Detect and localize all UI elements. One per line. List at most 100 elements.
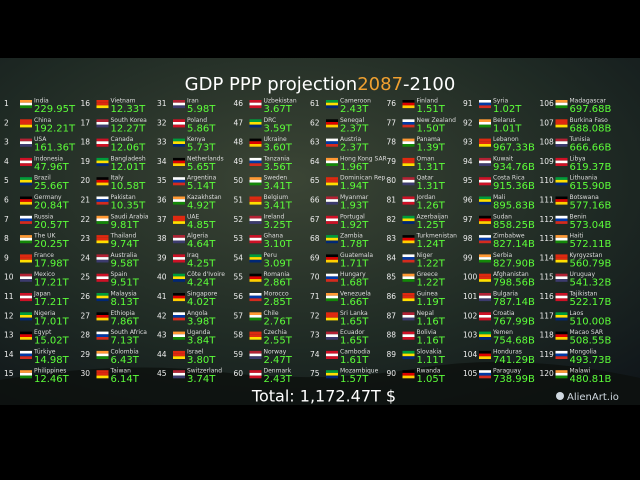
title: GDP PPP projection2087-2100 <box>185 74 456 95</box>
flag <box>173 353 185 357</box>
flag <box>555 163 568 166</box>
flag <box>402 157 415 161</box>
gdp-value: 20.57T <box>34 220 70 231</box>
gdp-value: 858.25B <box>493 220 535 231</box>
flag <box>479 124 491 128</box>
flag <box>402 100 415 103</box>
rank: 104 <box>463 350 478 359</box>
country-name: Finland <box>417 98 439 105</box>
rank: 119 <box>540 350 555 359</box>
gdp-value: 3.10T <box>264 239 293 250</box>
flag <box>20 179 32 183</box>
flag <box>402 356 415 359</box>
flag <box>96 119 109 122</box>
rank: 93 <box>463 138 473 147</box>
rank: 20 <box>81 176 91 185</box>
flag <box>249 295 262 299</box>
flag <box>555 312 568 315</box>
flag <box>555 100 568 103</box>
gdp-value: 17.21T <box>34 297 70 308</box>
gdp-value: 767.99B <box>493 316 535 327</box>
gdp-value: 2.85T <box>264 297 293 308</box>
flag <box>173 122 185 125</box>
flag <box>249 293 262 296</box>
flag <box>173 141 185 144</box>
flag <box>173 218 185 222</box>
country-name: Syria <box>493 98 508 105</box>
flag <box>479 218 491 222</box>
rank: 25 <box>81 273 91 282</box>
gdp-value: 4.24T <box>187 278 216 289</box>
flag <box>20 312 32 315</box>
flag <box>20 334 32 337</box>
gdp-value: 2.47T <box>264 355 293 366</box>
flag <box>20 370 32 373</box>
rank: 97 <box>463 215 473 224</box>
gdp-value: 20.84T <box>34 201 70 212</box>
country-name: Slovakia <box>417 348 443 355</box>
rank: 19 <box>81 157 91 166</box>
country-name: Yemen <box>492 329 513 336</box>
flag <box>20 235 32 238</box>
gdp-value: 1.31T <box>417 162 446 173</box>
flag <box>479 259 491 263</box>
gdp-value: 3.60T <box>264 143 293 154</box>
country-name: Spain <box>111 271 128 278</box>
flag <box>249 124 262 128</box>
country-name: Turkmenistan <box>416 233 458 240</box>
flag <box>20 276 32 280</box>
flag <box>555 259 568 263</box>
flag <box>479 160 491 164</box>
gdp-value: 541.32B <box>570 278 612 289</box>
title-year-start: 2087 <box>357 74 403 95</box>
rank: 41 <box>157 292 167 301</box>
country-name: Philippines <box>34 368 66 375</box>
country-name: Haiti <box>570 233 584 240</box>
rank: 33 <box>157 138 167 147</box>
flag <box>249 312 262 315</box>
rank: 55 <box>234 273 244 282</box>
flag <box>96 196 109 200</box>
flag <box>173 315 185 318</box>
flag <box>96 350 109 354</box>
rank: 30 <box>81 369 91 378</box>
flag <box>249 259 262 263</box>
flag <box>96 215 109 219</box>
country-name: Poland <box>187 117 207 124</box>
flag <box>96 105 109 109</box>
flag <box>173 298 185 302</box>
flag <box>479 353 491 357</box>
gdp-value: 1.65T <box>340 316 369 327</box>
flag <box>479 221 491 224</box>
flag <box>173 334 185 337</box>
background <box>0 58 640 405</box>
flag <box>479 141 491 144</box>
gdp-value: 3.56T <box>264 162 293 173</box>
flag <box>555 199 568 202</box>
flag <box>173 102 185 106</box>
country-name: Israel <box>187 348 204 355</box>
gdp-value: 3.98T <box>187 316 216 327</box>
country-name: Rwanda <box>417 368 441 375</box>
flag <box>173 312 185 315</box>
country-name: Myanmar <box>340 194 369 201</box>
flag <box>249 254 262 258</box>
country-name: Canada <box>111 136 134 143</box>
rank: 3 <box>4 138 9 147</box>
gdp-value: 2.43T <box>340 104 369 115</box>
flag <box>402 279 415 282</box>
country-name: Guinea <box>417 291 439 298</box>
flag <box>479 177 491 180</box>
flag <box>249 276 262 280</box>
rank: 58 <box>234 331 244 340</box>
rank: 22 <box>81 215 91 224</box>
rank: 92 <box>463 118 473 127</box>
rank: 99 <box>463 253 473 262</box>
country-name: Colombia <box>111 348 140 355</box>
gdp-value: 827.90B <box>493 258 535 269</box>
country-name: Australia <box>111 252 138 259</box>
flag <box>96 315 109 318</box>
gdp-value: 615.90B <box>570 181 612 192</box>
flag <box>555 235 568 238</box>
rank: 48 <box>234 138 244 147</box>
